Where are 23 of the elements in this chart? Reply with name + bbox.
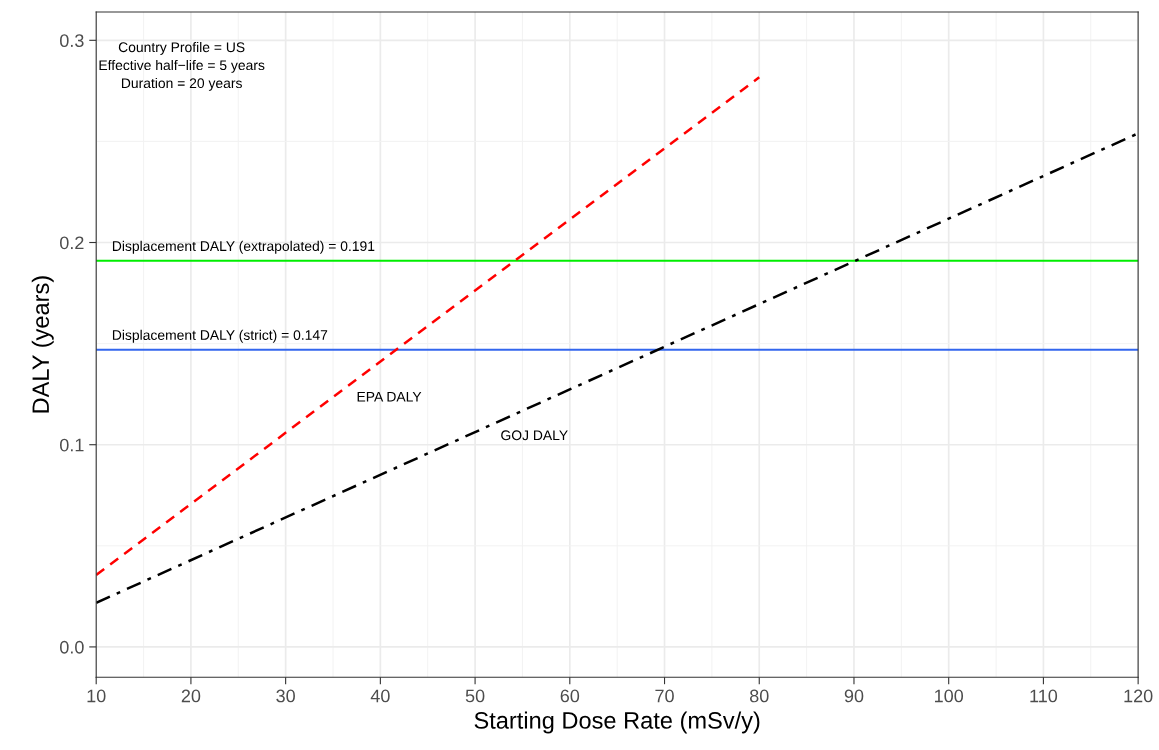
- x-tick-label: 60: [560, 689, 580, 703]
- ref-line-label: Displacement DALY (extrapolated) = 0.191: [112, 240, 375, 254]
- x-axis-title: Starting Dose Rate (mSv/y): [474, 711, 760, 734]
- x-tick-label: 10: [87, 689, 106, 703]
- x-tick-label: 80: [749, 689, 769, 703]
- x-tick-label: 90: [844, 689, 864, 703]
- y-tick-label: 0.3: [60, 34, 84, 48]
- x-tick-label: 30: [276, 689, 295, 703]
- y-tick-label: 0.2: [60, 236, 84, 250]
- y-axis-title: DALY (years): [31, 276, 54, 413]
- y-tick-label: 0.1: [60, 438, 84, 452]
- annotation: Country Profile = US Effective half−life = 5 years Duration = 20 years: [99, 41, 265, 91]
- series-label: EPA DALY: [357, 391, 422, 402]
- x-tick-label: 50: [465, 689, 485, 703]
- x-tick-label: 100: [935, 689, 964, 703]
- ref-line-label: Displacement DALY (strict) = 0.147: [112, 329, 328, 343]
- x-tick-label: 20: [181, 689, 201, 703]
- y-tick-label: 0.0: [60, 640, 84, 654]
- series-label: GOJ DALY: [501, 430, 568, 441]
- x-tick-label: 40: [370, 689, 390, 703]
- x-tick-label: 120: [1124, 689, 1153, 703]
- x-tick-label: 110: [1030, 689, 1058, 703]
- x-tick-label: 70: [655, 689, 674, 703]
